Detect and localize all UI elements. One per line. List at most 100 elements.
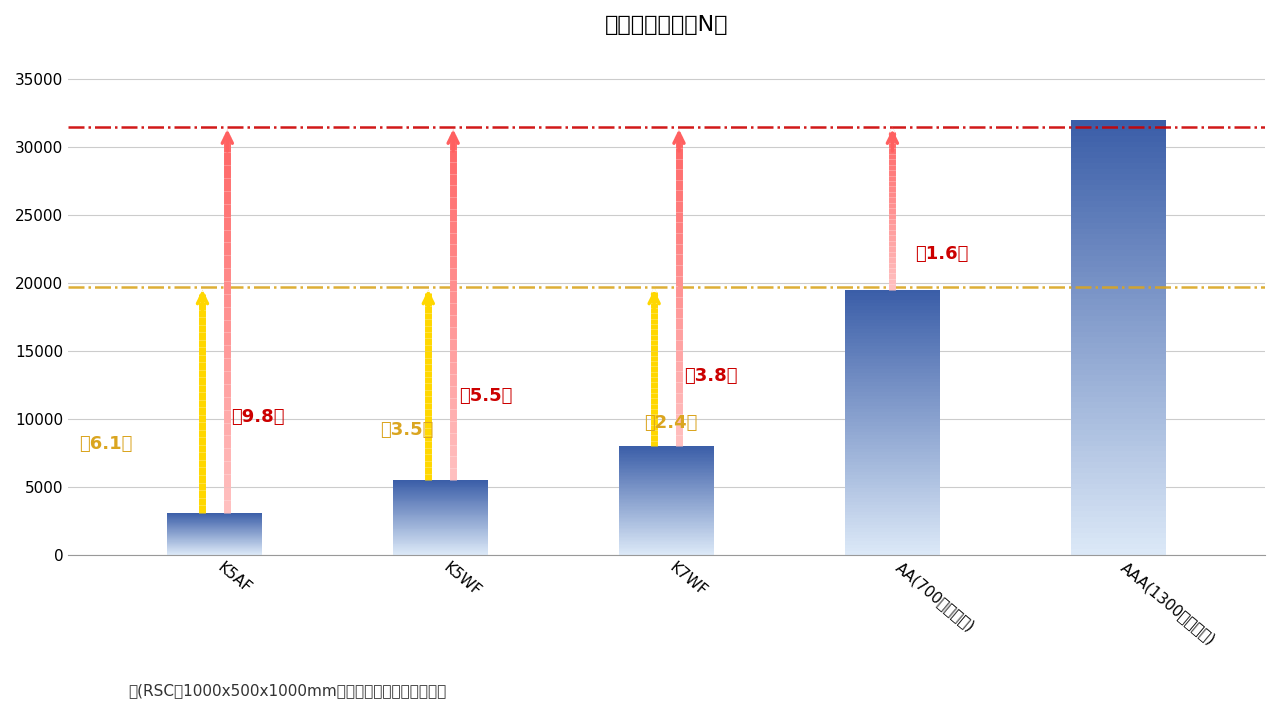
Bar [620,449,714,450]
Bar [1071,251,1166,256]
Bar [845,438,940,442]
Bar [1071,505,1166,511]
Bar [393,491,488,492]
Bar [393,520,488,521]
Bar [1071,424,1166,430]
Bar [393,552,488,553]
Bar [845,399,940,402]
Bar [1071,202,1166,207]
Bar [620,462,714,464]
Bar [1071,511,1166,517]
Bar [393,528,488,529]
Bar [845,442,940,446]
Bar [1071,430,1166,435]
Bar [393,498,488,499]
Bar [1071,153,1166,158]
Bar [620,526,714,528]
Bar [620,522,714,523]
Bar [393,493,488,494]
Bar [620,536,714,537]
Bar [1071,522,1166,528]
Bar [1071,473,1166,479]
Bar [620,451,714,453]
Bar [845,426,940,429]
Bar [1071,168,1166,174]
Bar [1071,397,1166,402]
Bar [1071,245,1166,251]
Bar [393,550,488,551]
Bar [1071,136,1166,142]
Bar [620,511,714,513]
Bar [393,507,488,508]
Bar [845,419,940,422]
Bar [845,512,940,515]
Bar [393,488,488,490]
Bar [845,333,940,336]
Bar [1071,315,1166,321]
Bar [620,479,714,480]
Bar [1071,468,1166,473]
Bar [1071,435,1166,441]
Bar [393,521,488,522]
Bar [393,529,488,531]
Bar [845,343,940,346]
Bar [393,531,488,532]
Bar [393,516,488,518]
Bar [1071,408,1166,413]
Bar [620,484,714,485]
Bar [393,510,488,512]
Bar [845,495,940,498]
Bar [1071,294,1166,300]
Bar [1071,300,1166,305]
Bar [845,300,940,303]
Bar [1071,310,1166,315]
Bar [1071,381,1166,386]
Bar [845,336,940,339]
Bar [393,541,488,543]
Bar [393,505,488,506]
Bar [620,490,714,491]
Bar [620,540,714,541]
Bar [393,513,488,515]
Bar [1071,266,1166,272]
Bar [393,549,488,550]
Bar [620,548,714,549]
Bar [845,369,940,372]
Bar [845,396,940,399]
Bar [1071,451,1166,457]
Bar [845,502,940,505]
Bar [1071,163,1166,168]
Bar [1071,147,1166,153]
Bar [393,535,488,536]
Bar [620,545,714,546]
Bar [393,504,488,505]
Bar [1071,337,1166,343]
Bar [620,482,714,484]
Bar [620,468,714,469]
Bar [1071,364,1166,370]
Bar [1071,343,1166,348]
Bar [845,482,940,485]
Bar [393,490,488,491]
Bar [393,496,488,497]
Bar [620,493,714,495]
Bar [845,535,940,538]
Bar [845,320,940,323]
Bar [845,531,940,535]
Bar [845,515,940,518]
Bar [845,386,940,389]
Bar [845,306,940,310]
Bar [845,330,940,333]
Bar [393,482,488,483]
Bar [1071,446,1166,451]
Bar [845,422,940,426]
Bar [1071,196,1166,202]
Bar [845,353,940,356]
Bar [393,499,488,500]
Bar [845,465,940,469]
Bar [1071,462,1166,468]
Bar [845,459,940,462]
Text: 約9.8倍: 約9.8倍 [230,408,284,426]
Bar [620,477,714,479]
Bar [393,508,488,509]
